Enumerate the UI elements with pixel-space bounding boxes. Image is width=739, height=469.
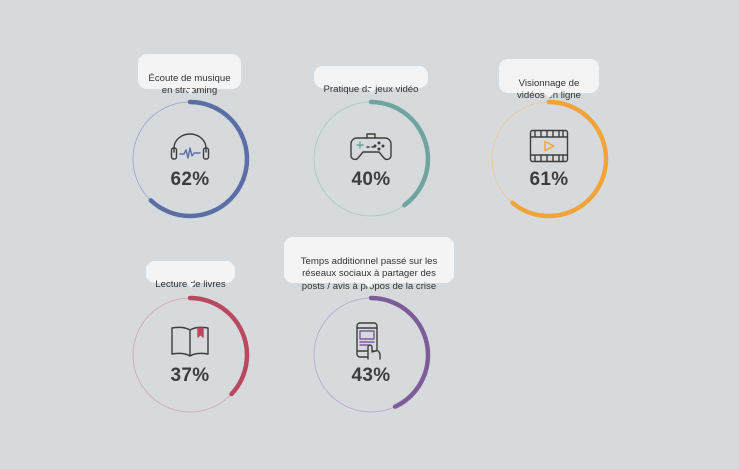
label-text: Lecture de livres (155, 278, 226, 290)
percent-value: 62% (170, 169, 210, 190)
label-bubble: Visionnage de vidéos en ligne (499, 59, 599, 101)
progress-ring (130, 295, 250, 415)
label-bubble: Pratique de jeux vidéo (314, 66, 428, 95)
label-bubble: Temps additionnel passé sur les réseaux … (284, 237, 454, 292)
ring-progress-arc (130, 99, 250, 219)
video-film-icon (529, 129, 569, 163)
percent-value: 43% (351, 365, 391, 386)
smartphone-touch-icon (356, 322, 381, 360)
label-bubble: Écoute de musique en streaming (138, 54, 241, 96)
stat-online-videos: 61% (489, 99, 609, 219)
percent-value: 37% (170, 365, 210, 386)
label-text: Pratique de jeux vidéo (323, 83, 419, 95)
label-text: Temps additionnel passé sur les réseaux … (300, 255, 438, 292)
label-text: Écoute de musique en streaming (148, 72, 231, 97)
gamepad-icon (350, 133, 392, 161)
book-icon (171, 326, 209, 357)
ring-progress-arc (311, 295, 431, 415)
headphones-icon (170, 133, 210, 160)
stat-music-streaming: 62% (130, 99, 250, 219)
progress-ring (130, 99, 250, 219)
stat-reading-books: 37% (130, 295, 250, 415)
progress-ring (311, 99, 431, 219)
ring-progress-arc (489, 99, 609, 219)
stat-social-networks: 43% (311, 295, 431, 415)
progress-ring (489, 99, 609, 219)
percent-value: 61% (529, 169, 569, 190)
ring-progress-arc (130, 295, 250, 415)
progress-ring (311, 295, 431, 415)
label-bubble: Lecture de livres (146, 261, 235, 290)
label-text: Visionnage de vidéos en ligne (516, 77, 581, 102)
stat-video-games: 40% (311, 99, 431, 219)
ring-progress-arc (311, 99, 431, 219)
percent-value: 40% (351, 169, 391, 190)
